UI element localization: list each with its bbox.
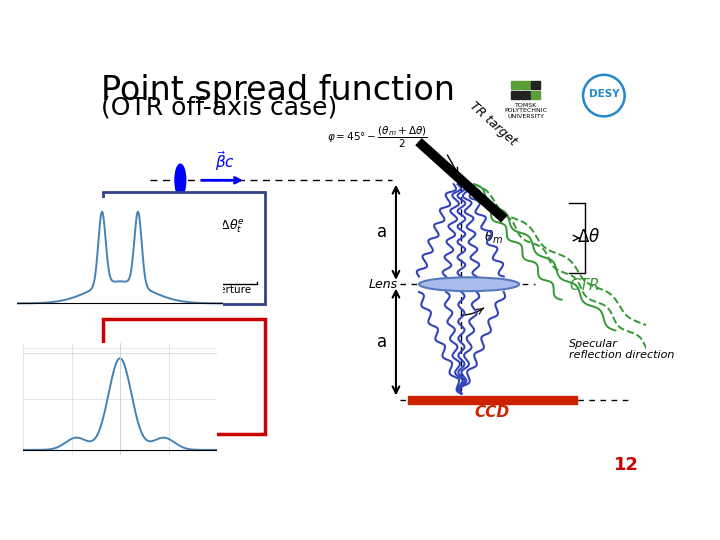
- Bar: [521, 81, 530, 90]
- Text: Point spread function: Point spread function: [101, 74, 455, 107]
- Text: Specular
reflection direction: Specular reflection direction: [570, 339, 675, 361]
- FancyBboxPatch shape: [104, 319, 265, 434]
- Text: TR target: TR target: [467, 99, 519, 148]
- Text: $I$: $I$: [105, 228, 111, 241]
- Ellipse shape: [175, 164, 186, 197]
- Text: Lens Aperture: Lens Aperture: [179, 285, 251, 295]
- Text: $\Delta\theta$: $\Delta\theta$: [577, 228, 600, 246]
- Text: a: a: [377, 333, 387, 351]
- Ellipse shape: [419, 278, 519, 291]
- Bar: [511, 91, 520, 99]
- Text: $\Delta\theta > \Delta\theta_t^e$: $\Delta\theta > \Delta\theta_t^e$: [189, 218, 246, 235]
- Text: 12: 12: [613, 456, 639, 475]
- Text: $\vec{\beta}c$: $\vec{\beta}c$: [215, 149, 235, 173]
- Text: CTR: CTR: [570, 278, 600, 293]
- Text: DESY: DESY: [588, 89, 619, 99]
- Text: $\theta_m$: $\theta_m$: [485, 229, 504, 246]
- Bar: [521, 91, 530, 99]
- Text: a: a: [377, 223, 387, 241]
- Text: $\theta_m$>> 1/$\gamma$: $\theta_m$>> 1/$\gamma$: [153, 198, 216, 215]
- Bar: [511, 81, 520, 90]
- Text: CCD: CCD: [474, 404, 510, 420]
- Text: Lens: Lens: [369, 278, 397, 291]
- Bar: [408, 396, 577, 403]
- Bar: [531, 91, 540, 99]
- Text: (OTR off-axis case): (OTR off-axis case): [101, 96, 337, 119]
- Text: $\Delta\theta$: $\Delta\theta$: [149, 284, 166, 295]
- Text: TOMSK
POLYTECHNIC
UNIVERSITY: TOMSK POLYTECHNIC UNIVERSITY: [504, 103, 547, 119]
- FancyBboxPatch shape: [104, 192, 265, 303]
- Text: CCD: CCD: [166, 417, 202, 432]
- Text: $\rho$: $\rho$: [104, 366, 114, 380]
- Text: $\varphi=45°-\dfrac{(\theta_m+\Delta\theta)}{2}$: $\varphi=45°-\dfrac{(\theta_m+\Delta\the…: [327, 125, 428, 150]
- Bar: [531, 81, 540, 90]
